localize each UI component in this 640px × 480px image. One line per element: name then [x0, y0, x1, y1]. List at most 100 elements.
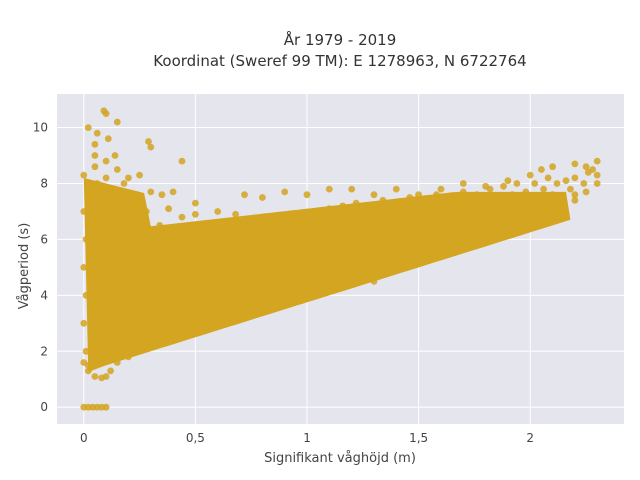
data-point [361, 216, 369, 224]
data-point [544, 174, 552, 182]
data-point [145, 138, 152, 145]
data-point [91, 373, 99, 380]
y-tick-label: 2 [40, 344, 48, 358]
data-point [281, 188, 289, 196]
data-point [107, 367, 114, 375]
data-point [124, 174, 132, 182]
data-point [571, 160, 579, 168]
data-point [82, 236, 90, 243]
data-point [348, 222, 356, 229]
data-point [107, 292, 114, 299]
data-point [549, 191, 556, 199]
data-point [113, 264, 121, 271]
data-point [183, 297, 190, 305]
data-point [509, 191, 516, 199]
data-point [348, 252, 356, 260]
data-point [214, 303, 222, 310]
data-point [526, 171, 534, 179]
data-point [100, 208, 108, 215]
data-point [428, 208, 436, 215]
data-point [192, 199, 199, 207]
data-point [158, 191, 166, 199]
data-point [104, 222, 112, 229]
chart-title-line2: Koordinat (Sweref 99 TM): E 1278963, N 6… [153, 52, 526, 70]
data-point [84, 367, 92, 375]
data-point [415, 205, 422, 213]
chart-title-line1: År 1979 - 2019 [284, 30, 397, 49]
data-point [187, 247, 195, 255]
data-point [169, 314, 177, 322]
data-point [473, 191, 481, 199]
data-point [517, 202, 525, 210]
data-point [80, 319, 88, 327]
data-point [504, 210, 512, 218]
data-point [218, 219, 226, 227]
data-point [82, 347, 90, 355]
y-tick-label: 10 [33, 121, 48, 135]
data-point [241, 191, 248, 199]
data-point [410, 227, 418, 235]
data-point [486, 185, 494, 193]
data-point [392, 241, 400, 249]
data-point [580, 180, 588, 187]
data-point [241, 258, 248, 266]
x-tick-label: 1 [303, 431, 311, 445]
data-point [147, 143, 155, 151]
data-point [312, 208, 320, 215]
data-point [84, 361, 92, 369]
data-point [384, 233, 391, 241]
data-point [401, 208, 409, 215]
data-point [299, 219, 306, 227]
data-point [406, 194, 414, 201]
data-point [156, 222, 164, 229]
y-axis-label: Vågperiod (s) [17, 223, 32, 310]
y-tick-label: 6 [40, 232, 48, 246]
data-point [504, 205, 512, 213]
data-point [540, 185, 547, 193]
data-point [134, 250, 141, 257]
data-point [142, 208, 150, 215]
data-point [87, 194, 94, 201]
point-cloud [83, 177, 571, 372]
data-point [477, 210, 485, 218]
data-points [80, 107, 601, 411]
data-point [357, 238, 364, 246]
data-point [169, 328, 177, 336]
data-point [582, 163, 590, 171]
data-point [317, 250, 324, 257]
data-point [370, 191, 378, 199]
data-point [334, 219, 342, 227]
x-tick-label: 2 [526, 431, 534, 445]
data-point [558, 194, 565, 201]
data-point [415, 191, 422, 199]
data-point [500, 182, 507, 190]
data-point [91, 163, 99, 171]
data-point [459, 224, 467, 232]
data-point [113, 118, 121, 126]
data-point [455, 202, 463, 210]
data-point [303, 266, 311, 274]
data-point [80, 171, 88, 179]
data-point [303, 255, 311, 263]
data-point [209, 294, 217, 302]
data-point [91, 152, 99, 159]
data-point [102, 110, 110, 117]
data-point [192, 317, 199, 324]
data-point [147, 188, 155, 196]
data-point [562, 177, 570, 185]
data-point [80, 264, 88, 271]
data-point [593, 157, 601, 165]
data-point [111, 185, 119, 193]
data-point [214, 264, 222, 271]
data-point [437, 185, 445, 193]
data-point [122, 278, 130, 285]
data-point [236, 278, 244, 285]
data-point [232, 210, 240, 218]
data-point [535, 196, 543, 204]
data-point [491, 208, 498, 215]
data-point [250, 272, 257, 280]
data-point [459, 188, 467, 196]
data-point [571, 191, 579, 199]
data-point [325, 185, 333, 193]
data-point [178, 157, 186, 165]
